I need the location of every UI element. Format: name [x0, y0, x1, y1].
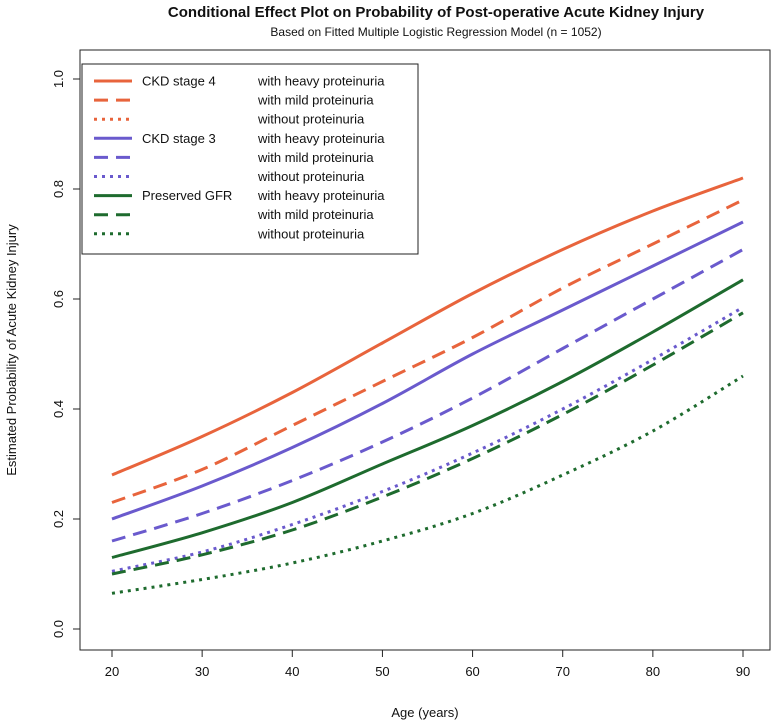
series-line-6	[111, 278, 744, 559]
x-tick-label: 60	[465, 664, 479, 679]
series-lines	[111, 176, 744, 595]
legend: CKD stage 4 with heavy proteinuria with mi…	[81, 63, 419, 255]
legend-group-label: CKD stage 4	[142, 74, 216, 89]
chart-subtitle: Based on Fitted Multiple Logistic Regres…	[270, 25, 601, 39]
legend-group-label: Preserved GFR	[142, 188, 232, 203]
y-tick-label: 0.0	[51, 620, 66, 638]
legend-series-label: with heavy proteinuria	[257, 131, 385, 146]
series-line-4	[111, 248, 744, 543]
legend-series-label: without proteinuria	[257, 226, 365, 241]
chart-title: Conditional Effect Plot on Probability o…	[168, 4, 705, 21]
legend-box	[81, 63, 419, 255]
legend-series-label: without proteinuria	[257, 112, 365, 127]
series-line-0	[111, 176, 744, 477]
legend-group-label: CKD stage 3	[142, 131, 216, 146]
legend-series-label: with mild proteinuria	[257, 93, 374, 108]
x-axis-label: Age (years)	[391, 705, 458, 720]
x-tick-label: 20	[105, 664, 119, 679]
legend-series-label: with heavy proteinuria	[257, 188, 385, 203]
plot-frame	[79, 49, 771, 651]
y-tick-label: 1.0	[51, 70, 66, 88]
series-line-3	[111, 220, 744, 521]
x-tick-label: 40	[285, 664, 299, 679]
series-line-5	[111, 306, 744, 573]
x-tick-label: 30	[195, 664, 209, 679]
legend-series-label: with mild proteinuria	[257, 207, 374, 222]
legend-series-label: with heavy proteinuria	[257, 74, 385, 89]
x-tick-label: 90	[736, 664, 750, 679]
y-tick-label: 0.4	[51, 400, 66, 418]
x-tick-label: 70	[555, 664, 569, 679]
series-line-7	[111, 311, 744, 576]
y-axis-label: Estimated Probability of Acute Kidney In…	[4, 224, 19, 476]
legend-series-label: without proteinuria	[257, 169, 365, 184]
series-line-1	[111, 198, 744, 504]
axes: 20 30 40 50 60 70 80 90 0.0 0.2 0.4 0.6 0.8 1.0	[51, 70, 750, 679]
y-tick-label: 0.2	[51, 510, 66, 528]
x-tick-label: 80	[646, 664, 660, 679]
y-tick-label: 0.8	[51, 180, 66, 198]
y-tick-label: 0.6	[51, 290, 66, 308]
legend-series-label: with mild proteinuria	[257, 150, 374, 165]
x-tick-label: 50	[375, 664, 389, 679]
